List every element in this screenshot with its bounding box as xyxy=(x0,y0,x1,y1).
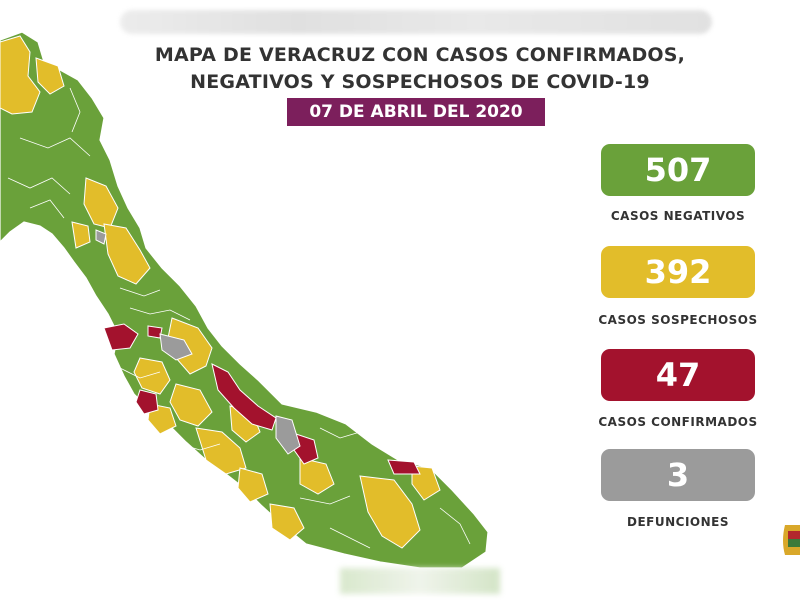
region-suspected xyxy=(359,475,421,549)
region-suspected xyxy=(103,223,151,285)
region-confirmed xyxy=(135,389,159,415)
region-confirmed xyxy=(387,459,421,475)
region-suspected xyxy=(147,403,177,435)
region-deaths xyxy=(275,415,301,455)
state-emblem-icon xyxy=(783,525,800,555)
blurred-header-text xyxy=(120,10,712,34)
region-confirmed xyxy=(103,323,139,351)
region-confirmed xyxy=(211,363,277,431)
municipal-borders xyxy=(7,87,471,549)
confirmed-cases-value: 47 xyxy=(655,356,701,394)
region-suspected xyxy=(35,57,65,95)
region-suspected xyxy=(0,35,41,115)
deaths-label: DEFUNCIONES xyxy=(627,515,729,529)
page-title: MAPA DE VERACRUZ CON CASOS CONFIRMADOS, … xyxy=(120,42,720,96)
region-suspected xyxy=(195,427,247,475)
region-suspected xyxy=(299,457,335,495)
suspected-cases-value: 392 xyxy=(644,253,712,291)
region-suspected xyxy=(169,383,213,427)
negative-cases-value: 507 xyxy=(644,151,712,189)
region-suspected xyxy=(237,467,269,503)
confirmed-cases-box: 47 xyxy=(601,349,755,401)
bottom-blurred-graphic xyxy=(340,568,500,594)
date-badge: 07 DE ABRIL DEL 2020 xyxy=(287,98,545,126)
confirmed-cases-label: CASOS CONFIRMADOS xyxy=(598,415,758,429)
suspected-cases-label: CASOS SOSPECHOSOS xyxy=(598,313,758,327)
suspected-cases-box: 392 xyxy=(601,246,755,298)
title-line-1: MAPA DE VERACRUZ CON CASOS CONFIRMADOS, xyxy=(154,44,686,66)
region-suspected xyxy=(133,357,171,395)
region-deaths xyxy=(95,229,107,245)
region-deaths xyxy=(159,333,193,361)
region-suspected xyxy=(269,503,305,541)
negative-cases-box: 507 xyxy=(601,144,755,196)
region-suspected xyxy=(71,221,91,249)
negative-cases-label: CASOS NEGATIVOS xyxy=(610,209,746,223)
veracruz-map xyxy=(0,31,489,569)
deaths-box: 3 xyxy=(601,449,755,501)
title-line-2: NEGATIVOS Y SOSPECHOSOS DE COVID-19 xyxy=(190,71,650,93)
deaths-value: 3 xyxy=(666,456,690,494)
